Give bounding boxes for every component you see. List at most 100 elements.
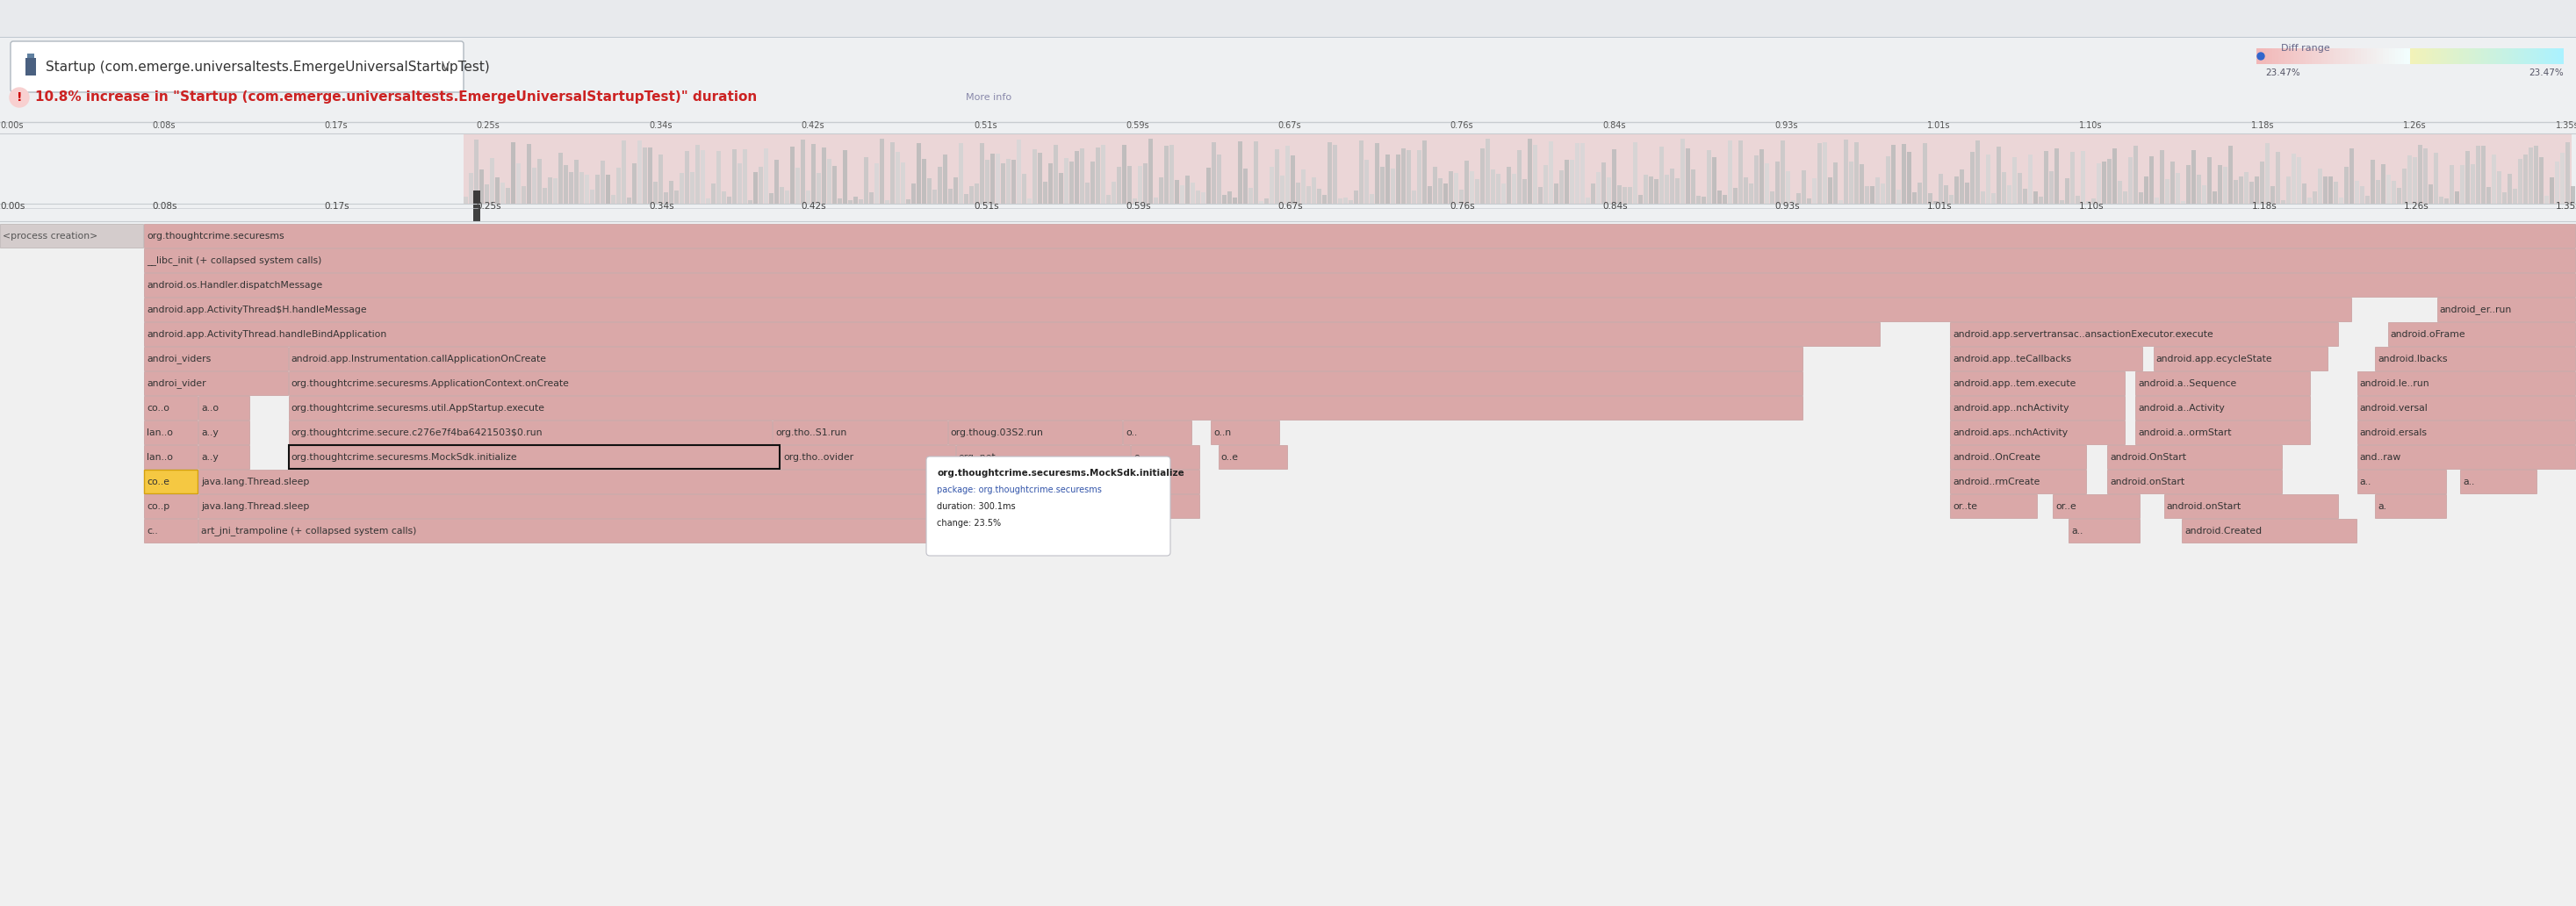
Bar [2287,176,2290,204]
Bar [590,189,595,204]
Bar [2385,48,2388,64]
Bar [2447,48,2450,64]
Bar [2218,165,2223,204]
Circle shape [2257,53,2264,60]
FancyBboxPatch shape [10,42,464,92]
Bar [2164,179,2169,204]
Bar [1321,195,1327,204]
Bar [2318,169,2321,204]
Bar [2465,48,2468,64]
Bar [2427,48,2429,64]
Text: android.app.Instrumentation.callApplicationOnCreate: android.app.Instrumentation.callApplicat… [291,354,546,363]
Bar [1950,195,1953,204]
Bar [1950,323,2339,346]
Bar [1855,142,1860,204]
Text: android..OnCreate: android..OnCreate [1953,453,2040,461]
Text: 0.93s: 0.93s [1775,121,1798,130]
Bar [2419,48,2421,64]
Bar [2308,198,2311,204]
Bar [2357,420,2576,444]
Bar [2460,165,2465,204]
Bar [2476,48,2478,64]
Bar [2375,180,2380,204]
Bar [198,396,250,419]
Bar [1713,157,1716,204]
Bar [2432,48,2434,64]
Text: c..: c.. [147,526,157,535]
Bar [747,200,752,204]
Bar [853,197,858,204]
Bar [2257,48,2259,64]
Text: 0.51s: 0.51s [974,121,997,130]
Text: lan..o: lan..o [147,453,173,461]
Text: org.thoughtcrime.securesms.ApplicationContext.onCreate: org.thoughtcrime.securesms.ApplicationCo… [291,379,569,388]
Bar [1190,182,1195,204]
Bar [2524,154,2527,204]
Bar [1512,173,1517,204]
Bar [2561,152,2566,204]
Bar [479,169,484,204]
Bar [2107,159,2112,204]
Bar [1002,163,1005,204]
Bar [544,188,546,204]
Bar [775,159,778,204]
Bar [1680,139,1685,204]
Bar [2324,48,2326,64]
Bar [1654,179,1659,204]
Bar [1960,169,1963,204]
Text: android.lbacks: android.lbacks [2378,354,2447,363]
Bar [1765,163,1770,204]
Bar [1195,190,1200,204]
Bar [902,162,904,204]
Bar [2290,48,2293,64]
Bar [2038,197,2043,204]
Bar [2494,48,2496,64]
Bar [2496,171,2501,204]
Text: 0.84s: 0.84s [1602,121,1625,130]
Bar [2527,48,2530,64]
Bar [1850,162,1852,204]
Text: a..: a.. [2360,477,2372,486]
Bar [1664,175,1669,204]
Bar [997,154,999,204]
Bar [2375,48,2380,64]
Bar [742,149,747,204]
Bar [580,172,585,204]
Bar [1502,184,1507,204]
Bar [569,172,574,204]
Bar [2022,188,2027,204]
Bar [600,161,605,204]
Bar [1131,495,1200,518]
Bar [2512,189,2517,204]
Bar [796,168,799,204]
Bar [1553,183,1558,204]
Text: 0.34s: 0.34s [649,121,672,130]
Bar [2102,161,2107,204]
Text: 1.35s: 1.35s [2555,202,2576,211]
Bar [289,445,781,468]
Bar [1533,145,1538,204]
Text: org.thoughtcrime.secure.c276e7f4ba6421503$0.run: org.thoughtcrime.secure.c276e7f4ba642150… [291,428,544,437]
Bar [1064,158,1069,204]
Bar [1996,147,2002,204]
Bar [1819,143,1821,204]
Bar [1412,191,1417,204]
Text: android.app.ActivityThread.handleBindApplication: android.app.ActivityThread.handleBindApp… [147,330,386,339]
Bar [1917,182,1922,204]
Bar [1255,141,1257,204]
Bar [2123,191,2128,204]
Bar [1950,495,2038,518]
Bar [752,172,757,204]
Bar [2481,48,2483,64]
Bar [1922,143,1927,204]
Bar [2455,191,2460,204]
Bar [868,193,873,204]
Bar [974,184,979,204]
Bar [1218,445,1288,468]
Bar [2388,48,2391,64]
Bar [2465,150,2470,204]
Text: 0.51s: 0.51s [974,202,999,211]
Text: More info: More info [966,93,1012,101]
Bar [1497,174,1499,204]
Bar [2524,48,2527,64]
